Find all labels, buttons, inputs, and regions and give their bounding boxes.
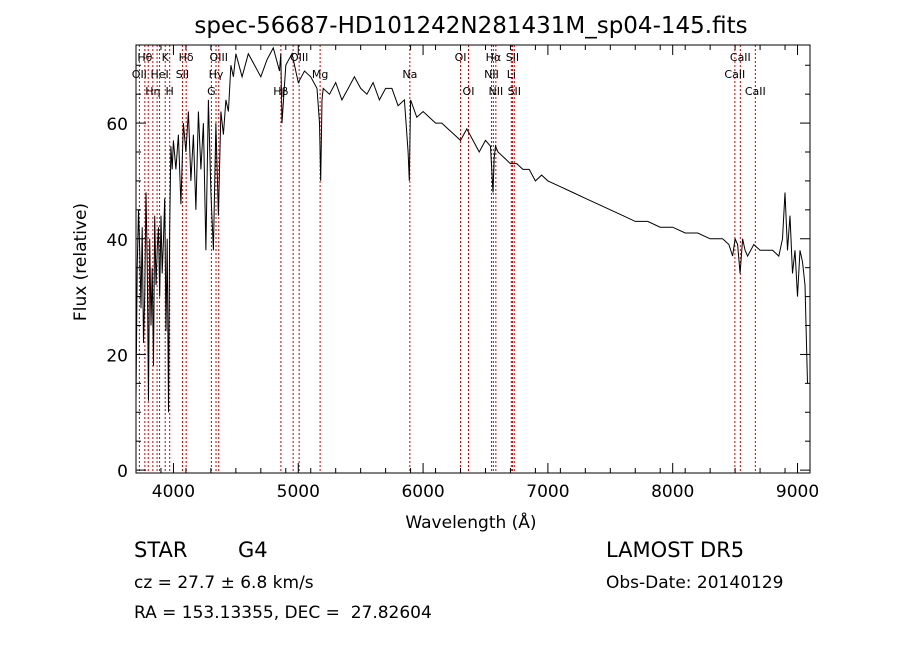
spectral-line-markers xyxy=(138,45,756,473)
spectral-line-label: OIII xyxy=(210,51,228,64)
spectral-line-label: HeI xyxy=(150,68,168,81)
coordinates-ra-dec: RA = 153.13355, DEC = 27.82604 xyxy=(134,603,432,623)
spectral-line-label: SII xyxy=(508,85,521,98)
y-tick-label: 20 xyxy=(106,346,128,366)
spectral-line-label: SII xyxy=(176,68,189,81)
y-tick-label: 40 xyxy=(106,231,128,251)
spectral-line-label: SII xyxy=(506,51,519,64)
x-tick-label: 8000 xyxy=(651,482,694,502)
y-axis-label: Flux (relative) xyxy=(71,203,91,321)
spectrum-chart: spec-56687-HD101242N281431M_sp04-145.fit… xyxy=(71,13,819,533)
spectral-line-label: G xyxy=(207,85,216,98)
x-axis-label: Wavelength (Å) xyxy=(405,511,536,533)
y-tick-label: 60 xyxy=(106,115,128,135)
spectral-line-label: Hδ xyxy=(179,51,194,64)
spectral-line-label: H xyxy=(166,85,174,98)
spectral-line-label: CaII xyxy=(724,68,745,81)
spectral-line-label: Hθ xyxy=(137,51,152,64)
survey-name: LAMOST DR5 xyxy=(606,538,745,562)
observation-date: Obs-Date: 20140129 xyxy=(606,573,784,593)
spectral-line-label: Hη xyxy=(145,85,160,98)
spectral-line-label: OIII xyxy=(290,51,308,64)
spectral-line-label: Hα xyxy=(486,51,502,64)
object-class: STAR xyxy=(134,538,188,562)
spectral-line-label: OI xyxy=(463,85,475,98)
x-tick-label: 6000 xyxy=(401,482,444,502)
spectral-line-label: Li xyxy=(507,68,516,81)
spectral-line-label: Mg xyxy=(312,68,328,81)
x-tick-label: 7000 xyxy=(526,482,569,502)
redshift-cz: cz = 27.7 ± 6.8 km/s xyxy=(134,573,314,593)
spectrum-line xyxy=(135,46,808,413)
spectral-line-label: Hγ xyxy=(209,68,224,81)
spectral-line-label: CaII xyxy=(730,51,751,64)
spectral-line-label: CaII xyxy=(745,85,766,98)
spectral-line-label: NII xyxy=(488,85,503,98)
spectral-line-label: OI xyxy=(455,51,467,64)
x-tick-label: 5000 xyxy=(277,482,320,502)
spectral-line-label: NII xyxy=(484,68,499,81)
x-tick-label: 4000 xyxy=(152,482,195,502)
spectral-line-label: K xyxy=(162,51,170,64)
y-tick-label: 0 xyxy=(117,462,128,482)
axis-ticks: 4000 5000 6000 7000 8000 9000 0 20 40 60 xyxy=(106,45,819,502)
x-tick-label: 9000 xyxy=(776,482,819,502)
spectral-line-label: OII xyxy=(132,68,147,81)
chart-title: spec-56687-HD101242N281431M_sp04-145.fit… xyxy=(194,13,747,39)
plot-frame xyxy=(135,44,811,474)
spectral-line-label: Na xyxy=(402,68,417,81)
object-subclass: G4 xyxy=(238,538,268,562)
